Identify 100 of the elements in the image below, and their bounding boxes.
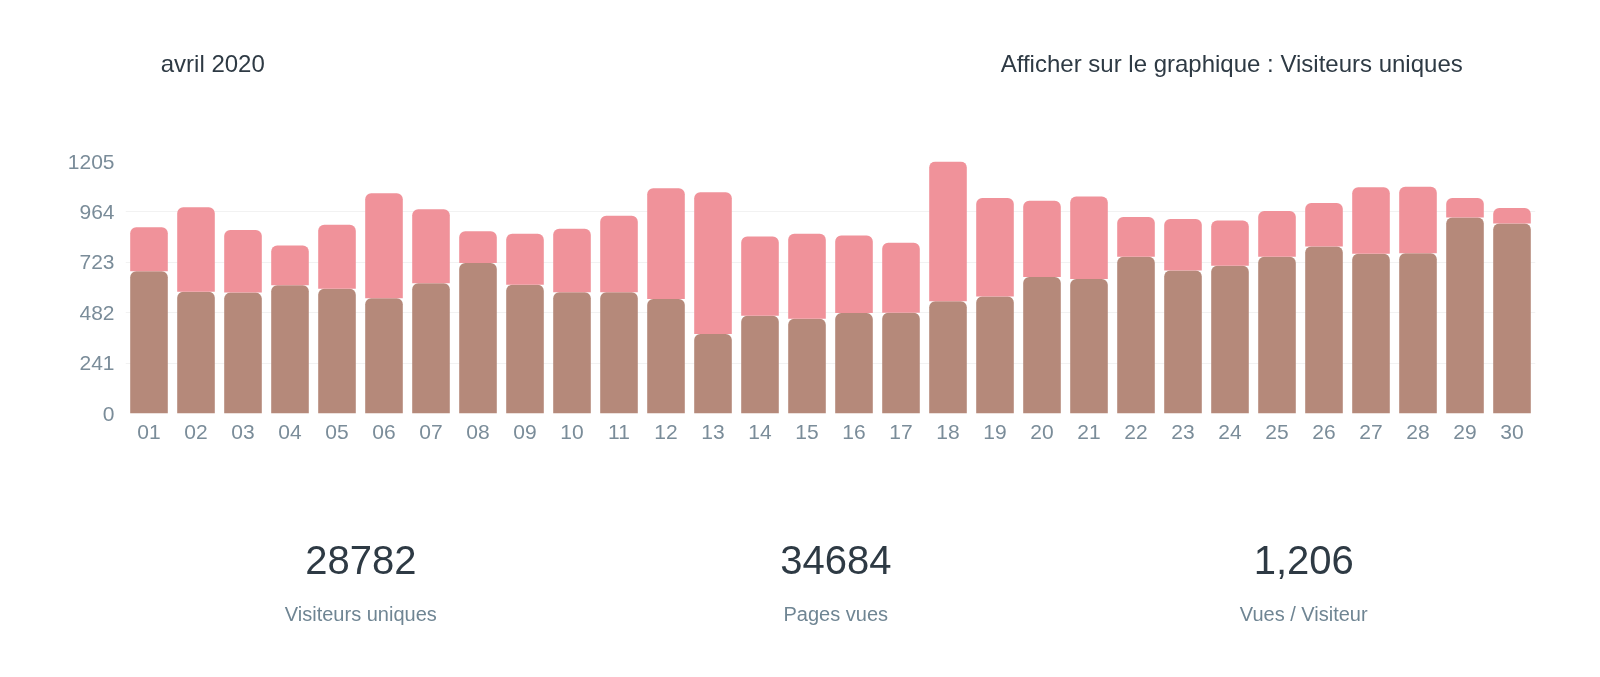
bar (1164, 219, 1202, 271)
bar (506, 233, 544, 285)
x-tick-label: 24 (1218, 419, 1242, 443)
bar (694, 192, 732, 335)
text: 34684 (780, 537, 892, 582)
x-tick-label: 13 (701, 419, 725, 443)
x-tick-label: 18 (936, 419, 960, 443)
y-tick-label: 482 (79, 300, 115, 324)
bar (1493, 223, 1531, 414)
x-tick-label: 01 (137, 419, 161, 443)
bar (130, 227, 168, 272)
bar (600, 215, 638, 293)
bar (459, 262, 497, 414)
bar (1070, 196, 1108, 280)
bar (788, 318, 826, 414)
bar (506, 284, 544, 414)
bar (1023, 200, 1061, 277)
text: Vues / Visiteur (1239, 602, 1368, 625)
y-tick-label: 0 (102, 401, 115, 425)
bar (177, 291, 215, 414)
bar (553, 228, 591, 293)
bar (271, 245, 309, 286)
y-tick-label: 723 (79, 250, 115, 274)
bar (1258, 256, 1296, 414)
x-tick-label: 22 (1124, 419, 1148, 443)
bar (318, 288, 356, 414)
text: avril 2020 (160, 50, 265, 77)
x-tick-label: 09 (513, 419, 537, 443)
bar (976, 296, 1014, 414)
x-tick-label: 25 (1265, 419, 1289, 443)
bar (1352, 187, 1390, 254)
bar (365, 298, 403, 414)
x-tick-label: 10 (560, 419, 584, 443)
bar (318, 224, 356, 289)
bar (1352, 253, 1390, 414)
x-tick-label: 11 (608, 419, 630, 443)
bar (647, 299, 685, 414)
x-tick-label: 03 (231, 419, 255, 443)
bar (1164, 270, 1202, 414)
bar (1117, 216, 1155, 257)
y-tick-label: 241 (79, 351, 115, 375)
bar (929, 301, 967, 414)
text: 1,206 (1253, 537, 1354, 582)
x-tick-label: 17 (889, 419, 913, 443)
bar (788, 233, 826, 319)
bar (130, 271, 168, 414)
text: Visiteurs uniques (284, 602, 437, 625)
bar (1446, 197, 1484, 218)
x-tick-label: 05 (325, 419, 349, 443)
x-tick-label: 26 (1312, 419, 1336, 443)
y-tick-label: 964 (79, 199, 115, 223)
bar (177, 207, 215, 292)
bar (1023, 276, 1061, 414)
x-tick-label: 12 (654, 419, 678, 443)
bar (882, 242, 920, 313)
x-tick-label: 29 (1453, 419, 1477, 443)
bar (1258, 211, 1296, 257)
x-tick-label: 28 (1406, 419, 1430, 443)
bar (412, 209, 450, 284)
text: 28782 (305, 537, 417, 582)
x-tick-label: 20 (1030, 419, 1054, 443)
bar (835, 313, 873, 414)
bar (835, 235, 873, 314)
bar (976, 197, 1014, 297)
bar (224, 292, 262, 414)
y-tick-label: 1205 (67, 149, 115, 173)
bar (1446, 217, 1484, 414)
text: Pages vues (783, 602, 889, 625)
x-tick-label: 04 (278, 419, 302, 443)
bar (1070, 279, 1108, 414)
bar (1493, 207, 1531, 224)
bar (882, 312, 920, 414)
bar (694, 334, 732, 414)
bar (1399, 186, 1437, 254)
bar (553, 292, 591, 414)
bar (1211, 220, 1249, 266)
bar (1117, 256, 1155, 414)
bar (647, 188, 685, 300)
bar (365, 193, 403, 299)
bar (741, 236, 779, 316)
bar (1305, 202, 1343, 247)
bar (412, 283, 450, 414)
bar (1211, 265, 1249, 414)
x-tick-label: 06 (372, 419, 396, 443)
bar (929, 161, 967, 302)
x-tick-label: 07 (419, 419, 443, 443)
x-tick-label: 30 (1500, 419, 1524, 443)
bar (459, 231, 497, 263)
bar (1305, 246, 1343, 414)
x-tick-label: 27 (1359, 419, 1383, 443)
text: Afficher sur le graphique : Visiteurs uniques (1000, 50, 1463, 77)
bar (1399, 253, 1437, 414)
x-tick-label: 23 (1171, 419, 1195, 443)
bar (600, 292, 638, 414)
x-tick-label: 15 (795, 419, 819, 443)
x-tick-label: 21 (1077, 419, 1101, 443)
bar (224, 230, 262, 293)
x-tick-label: 08 (466, 419, 490, 443)
x-tick-label: 19 (983, 419, 1007, 443)
x-tick-label: 02 (184, 419, 208, 443)
